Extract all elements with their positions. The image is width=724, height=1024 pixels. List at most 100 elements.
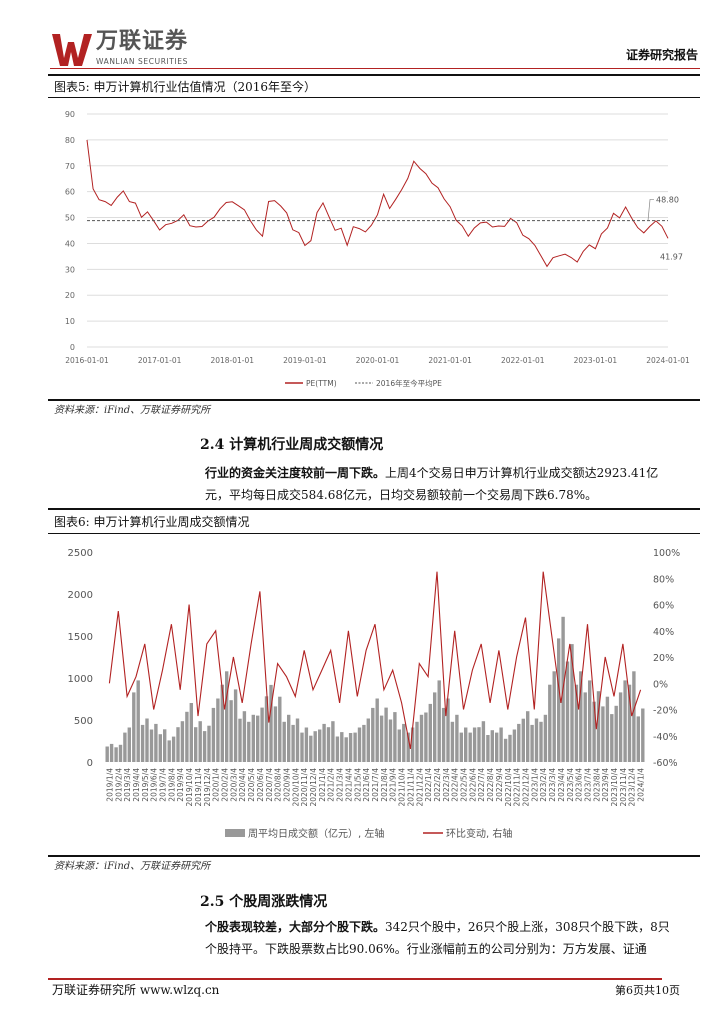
- x-tick-label: 2017-01-01: [138, 356, 182, 365]
- y-tick-label: 80: [65, 136, 75, 145]
- turnover-bar: [114, 747, 118, 762]
- turnover-bar: [371, 707, 375, 762]
- annotation-leader: [647, 199, 654, 221]
- section-2-5-paragraph: 个股表现较差，大部分个股下跌。342只个股中，26只个股上涨，308只个股下跌，…: [205, 916, 675, 960]
- turnover-bar: [499, 727, 503, 762]
- turnover-bar: [455, 714, 459, 762]
- turnover-bar: [278, 696, 282, 762]
- x-tick-label: 2021/7/4: [371, 768, 380, 802]
- turnover-bar: [202, 731, 207, 762]
- turnover-bar: [450, 721, 455, 762]
- turnover-bar: [601, 706, 605, 762]
- turnover-bar: [402, 723, 406, 762]
- y-tick-label: 30: [65, 265, 75, 274]
- turnover-bar: [309, 735, 313, 762]
- turnover-bar: [552, 671, 556, 762]
- turnover-bar: [149, 729, 154, 762]
- turnover-bar: [632, 671, 636, 762]
- turnover-bar: [379, 715, 384, 762]
- x-tick-label: 2019/6/4: [150, 768, 159, 802]
- turnover-bar: [331, 721, 335, 762]
- y-tick-label: 70: [65, 162, 75, 171]
- x-tick-label: 2016-01-01: [65, 356, 109, 365]
- x-tick-label: 2021/11/4: [406, 768, 415, 807]
- turnover-bar: [565, 661, 570, 762]
- turnover-bar: [441, 707, 446, 762]
- figure5-source: 资料来源：iFind、万联证券研究所: [54, 405, 211, 416]
- footer-left[interactable]: 万联证券研究所 www.wlzq.cn: [52, 983, 220, 997]
- y-left-tick-label: 2000: [68, 590, 93, 601]
- turnover-bar: [472, 727, 477, 762]
- turnover-bar: [348, 733, 353, 762]
- turnover-bar: [557, 638, 561, 762]
- section-2-4-lead: 行业的资金关注度较前一周下跌。: [205, 466, 386, 480]
- turnover-bar: [158, 734, 162, 762]
- x-tick-label: 2022/6/4: [468, 768, 477, 802]
- turnover-bar: [446, 698, 450, 762]
- turnover-bar: [539, 721, 543, 762]
- turnover-bar: [287, 714, 291, 762]
- turnover-bar: [588, 680, 592, 762]
- figure5-caption-rule: [48, 97, 700, 98]
- section-2-4-heading: 2.4 计算机行业周成交额情况: [200, 437, 384, 453]
- turnover-bar: [256, 715, 260, 762]
- turnover-bar: [406, 732, 410, 762]
- turnover-bar: [353, 732, 357, 762]
- turnover-bar: [344, 737, 348, 762]
- x-tick-label: 2024-01-01: [646, 356, 690, 365]
- turnover-bar: [176, 727, 180, 762]
- turnover-chart: 0 500 1000 1500 2000 2500 -60% -40% -20% 0% 20% 40%…: [68, 548, 681, 840]
- x-tick-label: 2019/9/4: [176, 768, 185, 802]
- x-tick-label: 2020/7/4: [265, 768, 274, 802]
- turnover-bar: [207, 725, 211, 762]
- x-tick-label: 2020/10/4: [291, 768, 300, 807]
- turnover-bar: [366, 718, 370, 762]
- turnover-bar: [627, 684, 632, 762]
- figure5-caption: 图表5: 申万计算机行业估值情况（2016年至今）: [54, 80, 317, 94]
- turnover-bar: [295, 718, 300, 762]
- turnover-bar: [508, 734, 512, 762]
- x-tick-label: 2019/8/4: [167, 768, 176, 802]
- turnover-bar: [521, 718, 525, 762]
- section-2-5-heading: 2.5 个股周涨跌情况: [200, 894, 328, 910]
- turnover-bar: [251, 714, 255, 762]
- turnover-bar: [211, 707, 216, 762]
- turnover-bar: [477, 727, 481, 762]
- turnover-bar: [574, 684, 579, 762]
- x-tick-label: 2023/6/4: [575, 768, 584, 802]
- x-tick-label: 2020/12/4: [309, 768, 318, 807]
- y-tick-label: 0: [70, 343, 75, 352]
- figure5-bottom-rule: [48, 399, 700, 401]
- turnover-bar: [419, 714, 424, 762]
- turnover-bar: [322, 723, 326, 762]
- x-tick-label: 2019/10/4: [185, 768, 194, 807]
- x-tick-label: 2023/2/4: [539, 768, 548, 802]
- x-tick-label: 2024/1/4: [637, 768, 646, 802]
- x-tick-label: 2021/12/4: [415, 768, 424, 807]
- turnover-bar: [605, 696, 610, 762]
- x-tick-label: 2022/2/4: [433, 768, 442, 802]
- turnover-bar: [530, 724, 534, 762]
- turnover-bar: [291, 724, 295, 762]
- turnover-bar: [570, 644, 574, 762]
- x-tick-label: 2020/5/4: [247, 768, 256, 802]
- annotation-latest-value: 41.97: [660, 252, 683, 261]
- turnover-bar: [517, 723, 521, 762]
- x-tick-label: 2022/7/4: [477, 768, 486, 802]
- footer-divider: [48, 978, 662, 980]
- turnover-bar: [247, 721, 251, 762]
- turnover-bar: [216, 698, 220, 762]
- x-tick-label: 2023/1/4: [530, 768, 539, 802]
- turnover-bar: [335, 736, 340, 762]
- x-tick-label: 2023/12/4: [628, 768, 637, 807]
- turnover-bar: [109, 743, 114, 762]
- y-tick-label: 60: [65, 188, 75, 197]
- turnover-bar: [375, 698, 379, 762]
- section-2-5-lead: 个股表现较差，大部分个股下跌。: [205, 920, 386, 934]
- x-tick-label: 2023/5/4: [566, 768, 575, 802]
- y-right-tick-label: -60%: [653, 758, 678, 769]
- annotation-average-value: 48.80: [656, 195, 679, 204]
- y-tick-label: 90: [65, 110, 75, 119]
- turnover-bar: [269, 684, 273, 762]
- turnover-bar: [610, 714, 614, 762]
